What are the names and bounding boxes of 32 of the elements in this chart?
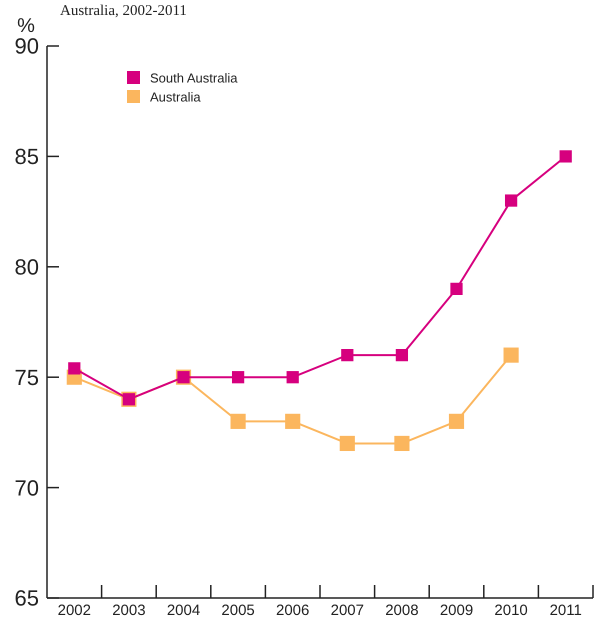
point — [394, 436, 410, 452]
point — [68, 362, 80, 374]
point — [341, 348, 354, 362]
point — [504, 348, 519, 363]
x-tick-label: 2007 — [330, 602, 364, 617]
x-tick-label: 2006 — [276, 602, 310, 617]
y-tick-label: 75 — [14, 364, 39, 390]
x-tick-label: 2010 — [494, 602, 528, 617]
point — [448, 414, 464, 429]
x-tick-label: 2003 — [112, 602, 146, 617]
point — [286, 371, 299, 384]
legend-label: South Australia — [150, 70, 238, 86]
point — [285, 414, 300, 429]
x-tick-label: 2009 — [440, 602, 474, 617]
x-tick-label: 2008 — [385, 602, 419, 617]
y-tick-label: 70 — [14, 475, 39, 500]
point — [450, 282, 463, 296]
legend-label: Australia — [150, 90, 202, 105]
point — [340, 436, 355, 452]
point — [396, 348, 408, 362]
y-tick-label: 80 — [14, 254, 39, 280]
point — [504, 194, 518, 207]
point — [232, 371, 244, 384]
x-tick-label: 2002 — [58, 602, 91, 617]
x-tick-label: 2011 — [550, 602, 582, 617]
x-tick-label: 2004 — [166, 602, 200, 617]
point — [230, 414, 246, 429]
x-tick-label: 2005 — [221, 602, 255, 617]
y-tick-label: 85 — [14, 144, 39, 170]
y-tick-label: 65 — [14, 586, 39, 611]
chart-title: Australia, 2002-2011 — [60, 3, 187, 19]
point — [560, 150, 572, 163]
